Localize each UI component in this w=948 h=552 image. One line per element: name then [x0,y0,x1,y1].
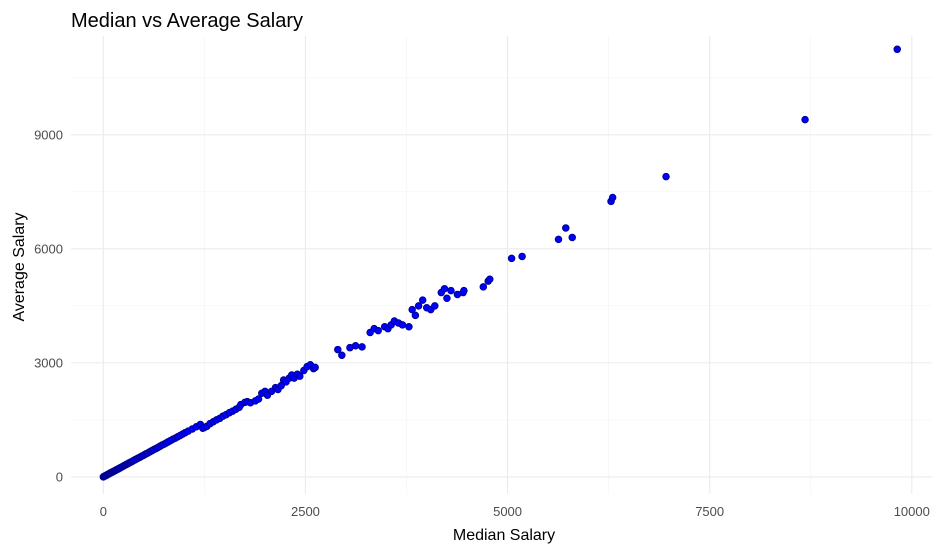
data-points [99,45,901,481]
data-point [374,326,382,335]
data-point [447,286,455,295]
data-point [662,172,670,181]
data-point [338,351,346,360]
data-point [801,115,809,124]
x-tick-label: 2500 [291,504,320,519]
data-point [554,235,563,244]
data-point [254,395,263,403]
data-point [479,283,488,291]
x-tick-label: 7500 [695,504,724,519]
y-axis-tick-labels: 0 3000 6000 9000 [34,127,63,484]
x-tick-label: 10000 [894,504,930,519]
data-point [443,294,451,303]
data-point [418,296,427,304]
data-point [518,252,526,261]
data-point [311,363,319,372]
data-point [431,302,439,310]
y-tick-label: 6000 [34,241,63,256]
data-point [414,302,423,310]
data-point [408,305,416,314]
y-tick-label: 0 [56,469,63,484]
x-axis-tick-labels: 0 2500 5000 7500 10000 [100,504,930,519]
x-axis-label: Median Salary [453,527,555,544]
data-point [568,233,576,242]
major-gridlines [71,36,932,494]
x-tick-label: 5000 [493,504,522,519]
data-point [411,311,420,320]
data-point [562,224,570,232]
data-point [507,254,516,263]
data-point [334,345,342,354]
data-point [608,193,617,202]
y-tick-label: 9000 [34,127,63,142]
data-point [398,321,407,329]
chart-title: Median vs Average Salary [71,10,303,32]
data-point [351,342,360,350]
data-point [405,323,413,331]
y-tick-label: 3000 [34,355,63,370]
data-point [358,343,366,351]
data-point [296,372,304,380]
data-point [460,286,468,295]
data-point [440,285,449,293]
y-axis-label: Average Salary [11,212,28,321]
data-point [893,45,901,54]
x-tick-label: 0 [100,504,107,519]
data-point [486,275,494,284]
